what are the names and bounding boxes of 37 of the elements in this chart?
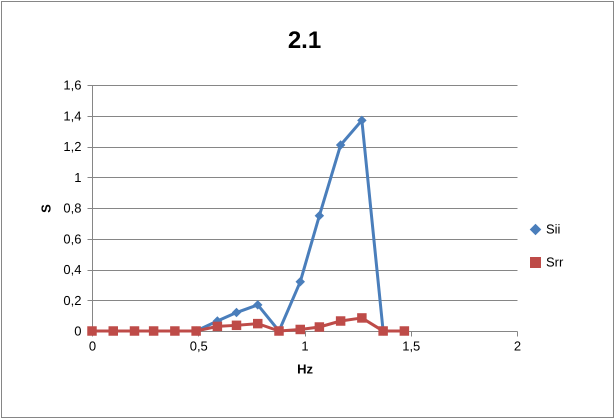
chart-title: 2.1: [288, 27, 322, 54]
point: [148, 326, 158, 336]
y-tick-label: 1: [74, 170, 82, 185]
point: [400, 326, 410, 336]
point: [296, 277, 305, 287]
point: [336, 316, 346, 326]
x-tick-label: 2: [514, 338, 522, 354]
y-tick-label: 1,2: [63, 139, 82, 154]
y-tick-label: 1,4: [63, 108, 82, 124]
point: [108, 326, 118, 336]
y-tick-label: 0,8: [63, 200, 82, 216]
point: [130, 326, 140, 336]
y-tick-label: 1,6: [63, 78, 82, 92]
y-axis-title: S: [38, 204, 54, 213]
point: [212, 322, 222, 332]
legend-label: Srr: [546, 254, 564, 270]
point: [296, 324, 305, 334]
x-tick-label: 0: [88, 338, 96, 354]
x-tick-label: 1: [301, 338, 309, 354]
point: [253, 300, 262, 310]
point: [170, 326, 180, 336]
legend-label: Sii: [546, 222, 561, 236]
y-tick-label: 0,4: [63, 262, 82, 277]
point: [336, 140, 346, 150]
point: [314, 322, 324, 332]
point: [314, 210, 324, 220]
x-tick-label: 1,5: [402, 338, 420, 354]
point: [253, 318, 262, 328]
point: [232, 308, 242, 318]
x-tick-label: 0,5: [190, 338, 208, 354]
y-tick-label: 0,2: [63, 292, 82, 308]
point: [357, 116, 367, 126]
y-tick-label: 0: [74, 324, 82, 338]
x-axis-title: Hz: [297, 362, 314, 376]
point: [232, 320, 242, 330]
y-tick-label: 0,6: [63, 231, 82, 246]
point: [357, 313, 367, 323]
